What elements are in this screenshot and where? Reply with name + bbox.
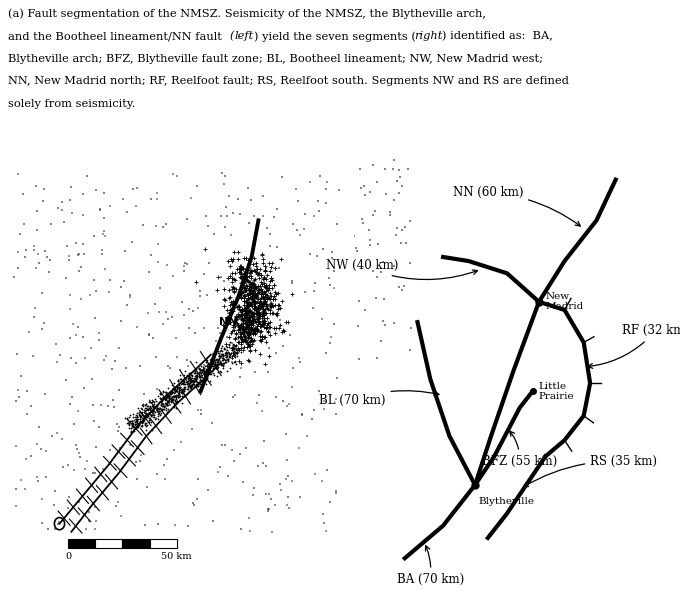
- Bar: [68, 539, 95, 548]
- Bar: [122, 539, 150, 548]
- Text: RS (35 km): RS (35 km): [524, 455, 657, 487]
- Text: Little
Prairie: Little Prairie: [539, 382, 575, 401]
- Text: New
Madrid: New Madrid: [545, 292, 583, 312]
- Text: left: left: [235, 31, 254, 41]
- Text: NN: NN: [219, 317, 238, 327]
- Text: 50 km: 50 km: [161, 552, 192, 561]
- Text: solely from seismicity.: solely from seismicity.: [8, 99, 135, 109]
- Text: BL (70 km): BL (70 km): [319, 391, 439, 407]
- Bar: [150, 539, 177, 548]
- Text: RF (32 km): RF (32 km): [588, 324, 680, 368]
- Text: (: (: [229, 31, 234, 41]
- Text: and the Bootheel lineament/NN fault: and the Bootheel lineament/NN fault: [8, 31, 226, 41]
- Text: right: right: [414, 31, 443, 41]
- Text: NN (60 km): NN (60 km): [453, 186, 580, 226]
- Text: ) identified as:  BA,: ) identified as: BA,: [442, 31, 553, 42]
- Text: 0: 0: [65, 552, 71, 561]
- Text: Blytheville: Blytheville: [478, 497, 534, 506]
- Text: BA (70 km): BA (70 km): [396, 546, 464, 586]
- Text: NN, New Madrid north; RF, Reelfoot fault; RS, Reelfoot south. Segments NW and RS: NN, New Madrid north; RF, Reelfoot fault…: [8, 76, 569, 86]
- Text: (a) Fault segmentation of the NMSZ. Seismicity of the NMSZ, the Blytheville arch: (a) Fault segmentation of the NMSZ. Seis…: [8, 9, 486, 19]
- Text: ) yield the seven segments (: ) yield the seven segments (: [254, 31, 416, 42]
- Bar: [95, 539, 122, 548]
- Text: Blytheville arch; BFZ, Blytheville fault zone; BL, Bootheel lineament; NW, New M: Blytheville arch; BFZ, Blytheville fault…: [8, 54, 543, 64]
- Text: BFZ (55 km): BFZ (55 km): [482, 431, 558, 468]
- Text: NW (40 km): NW (40 km): [326, 259, 477, 280]
